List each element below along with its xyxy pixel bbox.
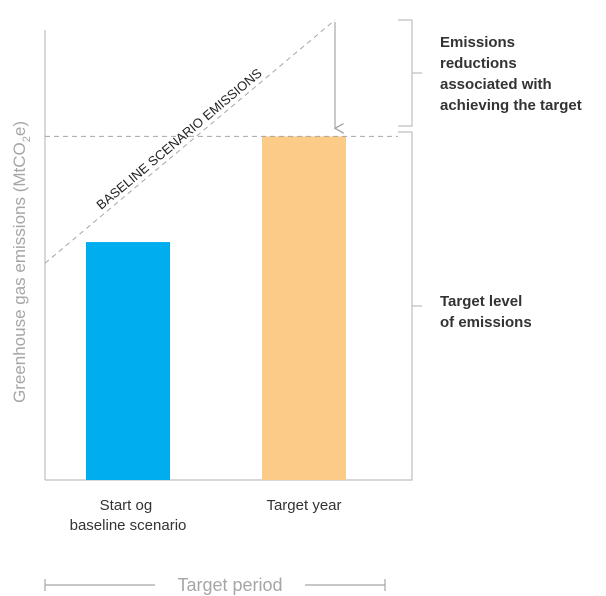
- baseline-scenario-line: [44, 19, 336, 264]
- target-level-annotation-line-2: of emissions: [440, 314, 532, 331]
- category-label-target-year-line-1: Target year: [266, 497, 341, 514]
- target-period-bracket-right: [305, 579, 386, 591]
- bar-start-baseline: [86, 242, 170, 480]
- target-level-annotation-line-1: Target level: [440, 293, 522, 310]
- y-axis-title: Greenhouse gas emissions (MtCO2e): [10, 121, 33, 403]
- baseline-scenario-label: BASELINE SCENARIO EMISSIONS: [93, 65, 265, 212]
- y-axis-title-sub: 2: [21, 136, 33, 142]
- category-label-start: Start og baseline scenario: [70, 497, 187, 534]
- target-period-label: Target period: [177, 575, 282, 595]
- reduction-annotation: Emissions reductions associated with ach…: [440, 34, 582, 114]
- reduction-annotation-line-1: Emissions: [440, 34, 515, 51]
- reduction-annotation-line-2: reductions: [440, 55, 517, 72]
- reduction-annotation-line-4: achieving the target: [440, 97, 582, 114]
- reduction-bracket: [398, 19, 422, 127]
- bar-target-year: [262, 136, 346, 480]
- category-label-start-line-2: baseline scenario: [70, 517, 187, 534]
- y-axis-title-suffix: e): [10, 121, 29, 136]
- target-period-bracket-left: [44, 579, 155, 591]
- category-label-start-line-1: Start og: [100, 497, 153, 514]
- category-label-target-year: Target year: [266, 497, 341, 514]
- y-axis-title-main: Greenhouse gas emissions (MtCO: [10, 142, 29, 403]
- target-level-annotation: Target level of emissions: [440, 293, 532, 331]
- target-level-bracket: [398, 131, 422, 481]
- reduction-annotation-line-3: associated with: [440, 76, 552, 93]
